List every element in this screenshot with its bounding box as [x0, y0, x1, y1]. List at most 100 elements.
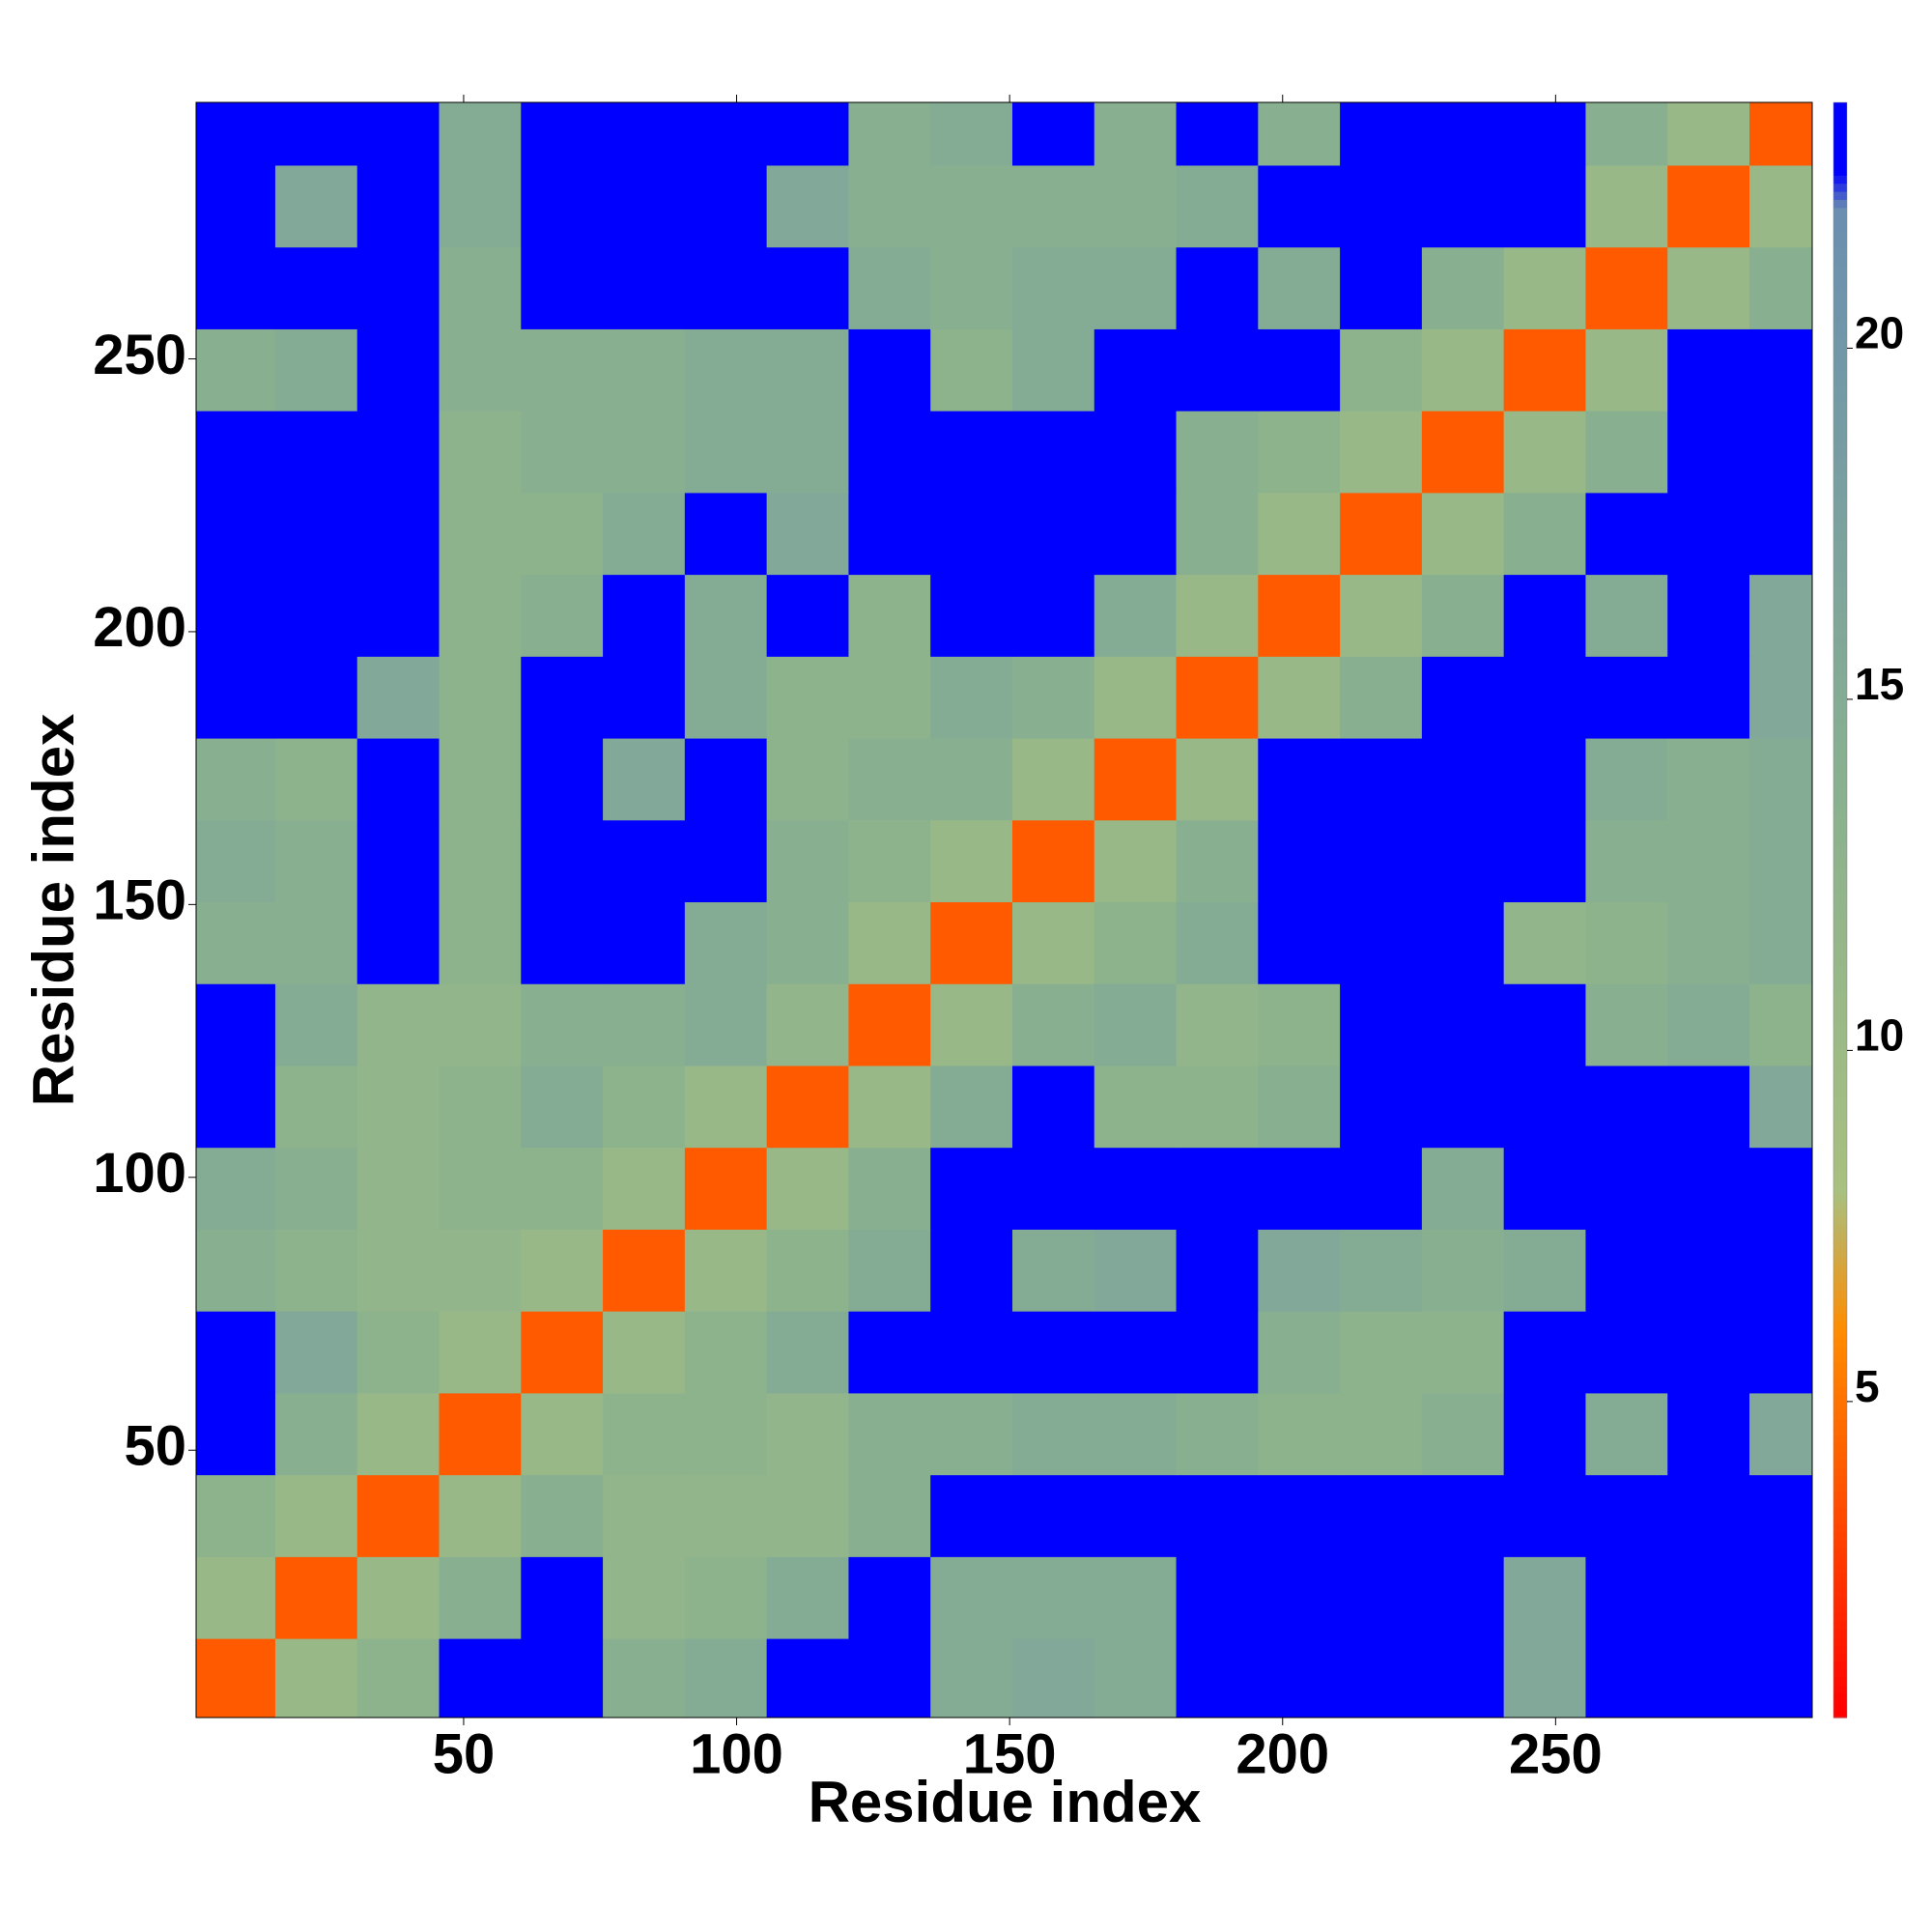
heatmap-cell — [1340, 246, 1423, 329]
heatmap-cell — [1011, 901, 1095, 984]
colorbar-segment — [1833, 1701, 1847, 1711]
heatmap-cell — [196, 102, 276, 166]
heatmap-cell — [684, 1392, 768, 1476]
heatmap-cell — [1749, 411, 1812, 494]
heatmap-cell — [684, 164, 768, 248]
colorbar-segment — [1833, 401, 1847, 411]
heatmap-cell — [603, 1556, 686, 1639]
heatmap-cell — [603, 411, 686, 494]
heatmap-cell — [1340, 1556, 1423, 1639]
heatmap-cell — [1667, 656, 1750, 739]
heatmap-cell — [1176, 328, 1259, 412]
heatmap-cell — [521, 1556, 604, 1639]
heatmap-cell — [1094, 901, 1178, 984]
heatmap-cell — [684, 1311, 768, 1394]
colorbar-segment — [1833, 724, 1847, 733]
colorbar-segment — [1833, 1200, 1847, 1209]
heatmap-cell — [1011, 1311, 1095, 1394]
heatmap-cell — [766, 738, 849, 821]
heatmap-cell — [1503, 901, 1586, 984]
colorbar-segment — [1833, 1314, 1847, 1322]
colorbar-segment — [1833, 756, 1847, 766]
heatmap-cell — [1421, 328, 1505, 412]
heatmap-cell — [1094, 492, 1178, 576]
heatmap-cell — [1094, 246, 1178, 329]
colorbar-segment — [1833, 1087, 1847, 1096]
heatmap-cell — [930, 492, 1013, 576]
colorbar-segment — [1833, 950, 1847, 959]
colorbar-segment — [1833, 190, 1847, 200]
heatmap-cell — [1585, 1311, 1668, 1394]
heatmap-cell — [684, 411, 768, 494]
heatmap-cell — [603, 1229, 686, 1312]
heatmap-cell — [196, 1474, 276, 1557]
colorbar-segment — [1833, 788, 1847, 798]
heatmap-cell — [196, 1311, 276, 1394]
heatmap-cell — [1749, 1147, 1812, 1230]
heatmap-cell — [1667, 411, 1750, 494]
heatmap-cell — [684, 1147, 768, 1230]
colorbar-segment — [1833, 910, 1847, 919]
heatmap-cell — [930, 901, 1013, 984]
heatmap-cell — [1749, 1474, 1812, 1557]
heatmap-cell — [356, 328, 440, 412]
colorbar-segment — [1833, 1629, 1847, 1637]
heatmap-cell — [521, 656, 604, 739]
colorbar-segment — [1833, 918, 1847, 927]
colorbar-segment — [1833, 1564, 1847, 1574]
y-tick-label: 200 — [93, 596, 186, 659]
heatmap-cell — [603, 656, 686, 739]
heatmap-cell — [196, 983, 276, 1066]
colorbar-segment — [1833, 716, 1847, 725]
heatmap-cell — [1503, 328, 1586, 412]
heatmap-cell — [521, 983, 604, 1066]
heatmap-cell — [1667, 1147, 1750, 1230]
colorbar-segment — [1833, 457, 1847, 467]
colorbar-segment — [1833, 885, 1847, 895]
heatmap-cell — [1585, 1392, 1668, 1476]
heatmap-cell — [196, 411, 276, 494]
colorbar-segment — [1833, 675, 1847, 685]
heatmap-cell — [1258, 738, 1341, 821]
colorbar-segment — [1833, 1216, 1847, 1226]
colorbar-segment — [1833, 1435, 1847, 1444]
heatmap-cell — [1749, 656, 1812, 739]
colorbar-segment — [1833, 990, 1847, 1000]
colorbar-segment — [1833, 1507, 1847, 1517]
heatmap-cell — [274, 1229, 358, 1312]
colorbar-segment — [1833, 215, 1847, 224]
heatmap-cell — [1258, 1392, 1341, 1476]
heatmap-cell — [1011, 983, 1095, 1066]
colorbar-segment — [1833, 538, 1847, 548]
heatmap-cell — [1176, 1392, 1259, 1476]
heatmap-cell — [1749, 102, 1812, 166]
heatmap-cell — [356, 1474, 440, 1557]
heatmap-cell — [1340, 1147, 1423, 1230]
heatmap-cell — [1011, 1147, 1095, 1230]
heatmap-cell — [1503, 411, 1586, 494]
y-tick-label: 50 — [124, 1415, 186, 1478]
heatmap-cell — [356, 983, 440, 1066]
heatmap-cell — [766, 1065, 849, 1149]
colorbar-segment — [1833, 304, 1847, 313]
heatmap-cell — [766, 1311, 849, 1394]
colorbar-segment — [1833, 1168, 1847, 1178]
heatmap-cell — [439, 411, 522, 494]
colorbar-segment — [1833, 1466, 1847, 1476]
heatmap-cell — [1176, 1065, 1259, 1149]
heatmap-cell — [1094, 656, 1178, 739]
colorbar-segment — [1833, 579, 1847, 588]
colorbar-segment — [1833, 772, 1847, 781]
heatmap-cell — [439, 328, 522, 412]
heatmap-cell — [1749, 492, 1812, 576]
colorbar-segment — [1833, 1273, 1847, 1283]
heatmap-cell — [274, 738, 358, 821]
heatmap-cell — [1421, 164, 1505, 248]
heatmap-cell — [1340, 901, 1423, 984]
colorbar-segment — [1833, 417, 1847, 426]
colorbar-segment — [1833, 845, 1847, 855]
y-tick-label: 100 — [93, 1142, 186, 1205]
heatmap-cell — [1421, 1556, 1505, 1639]
heatmap-cell — [1258, 328, 1341, 412]
heatmap-cell — [521, 328, 604, 412]
